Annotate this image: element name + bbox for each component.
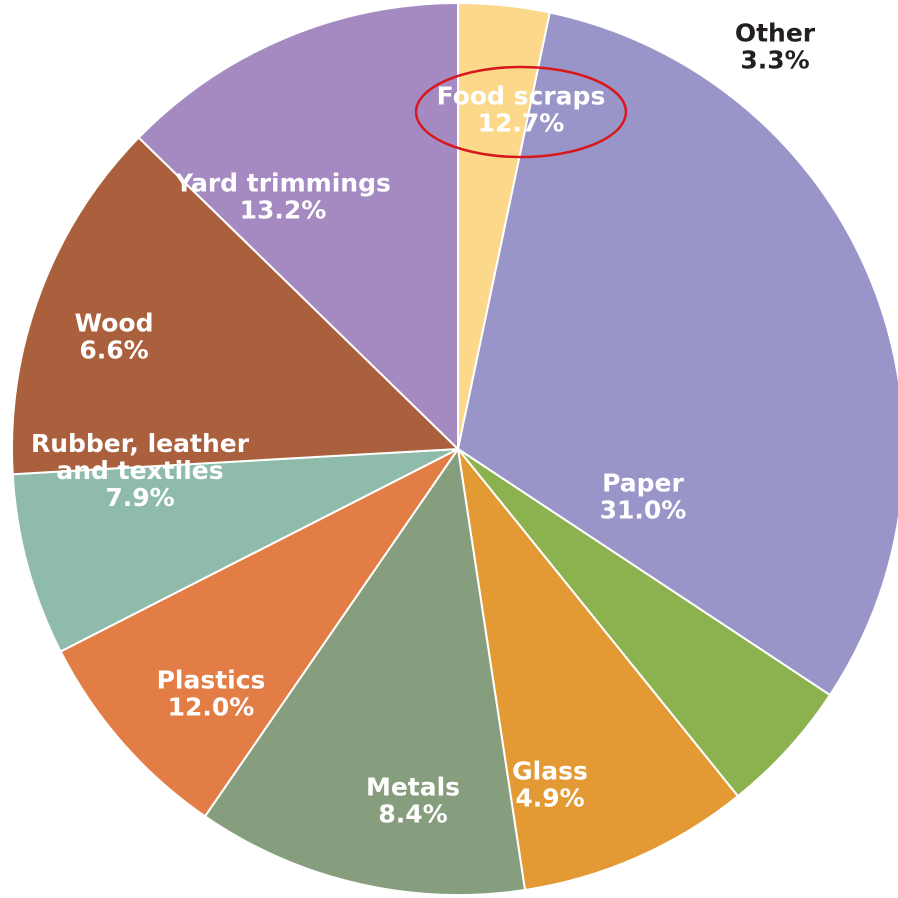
pie-slice-metals bbox=[456, 445, 740, 892]
slice-name-rubber-leather-and-textiles: and textiles bbox=[56, 456, 223, 485]
pie-slice-paper bbox=[456, 11, 898, 697]
slice-name-plastics: Plastics bbox=[157, 666, 266, 695]
pie-slices bbox=[11, 1, 898, 897]
pie-labels: Other 3.3% Paper 31.0% Glass 4.9% Metals 8.4% Pl… bbox=[31, 19, 816, 829]
pie-slice-yard-trimmings bbox=[11, 136, 461, 476]
slice-label-yard-trimmings: Yard trimmings 13.2% bbox=[174, 169, 391, 225]
slice-label-food-scraps: Food scraps 12.7% bbox=[437, 82, 606, 138]
slice-value-food-scraps: 12.7% bbox=[478, 109, 565, 138]
slice-label-rubber-leather-and-textiles: Rubber, leather and textiles 7.9% bbox=[31, 429, 250, 512]
pie-slice-plastics bbox=[203, 446, 527, 897]
slice-label-glass: Glass 4.9% bbox=[512, 757, 588, 813]
slice-name-rubber-leather-and-textiles: Rubber, leather bbox=[31, 429, 250, 458]
slice-name-yard-trimmings: Yard trimmings bbox=[174, 169, 391, 198]
slice-name-food-scraps: Food scraps bbox=[437, 82, 606, 111]
slice-name-glass: Glass bbox=[512, 757, 588, 786]
slice-value-paper: 31.0% bbox=[600, 496, 687, 525]
slice-value-plastics: 12.0% bbox=[168, 693, 255, 722]
slice-value-yard-trimmings: 13.2% bbox=[240, 196, 327, 225]
slice-label-wood: Wood 6.6% bbox=[75, 309, 154, 365]
slice-value-metals: 8.4% bbox=[378, 800, 447, 829]
slice-value-wood: 6.6% bbox=[79, 336, 148, 365]
pie-slice-wood bbox=[11, 448, 459, 653]
slice-name-metals: Metals bbox=[366, 773, 460, 802]
pie-slice-food-scraps bbox=[137, 1, 459, 452]
slice-value-glass: 4.9% bbox=[515, 784, 584, 813]
slice-value-other: 3.3% bbox=[740, 46, 809, 75]
highlight-ellipse bbox=[414, 65, 628, 159]
slice-label-other: Other 3.3% bbox=[735, 19, 816, 75]
slice-label-plastics: Plastics 12.0% bbox=[157, 666, 266, 722]
slice-label-paper: Paper 31.0% bbox=[600, 469, 687, 525]
slice-name-other: Other bbox=[735, 19, 816, 48]
slice-name-paper: Paper bbox=[602, 469, 684, 498]
slice-label-metals: Metals 8.4% bbox=[366, 773, 460, 829]
slice-value-rubber-leather-and-textiles: 7.9% bbox=[105, 483, 174, 512]
pie-slice-rubber-leather-and-textiles bbox=[59, 448, 459, 818]
slice-name-wood: Wood bbox=[75, 309, 154, 338]
